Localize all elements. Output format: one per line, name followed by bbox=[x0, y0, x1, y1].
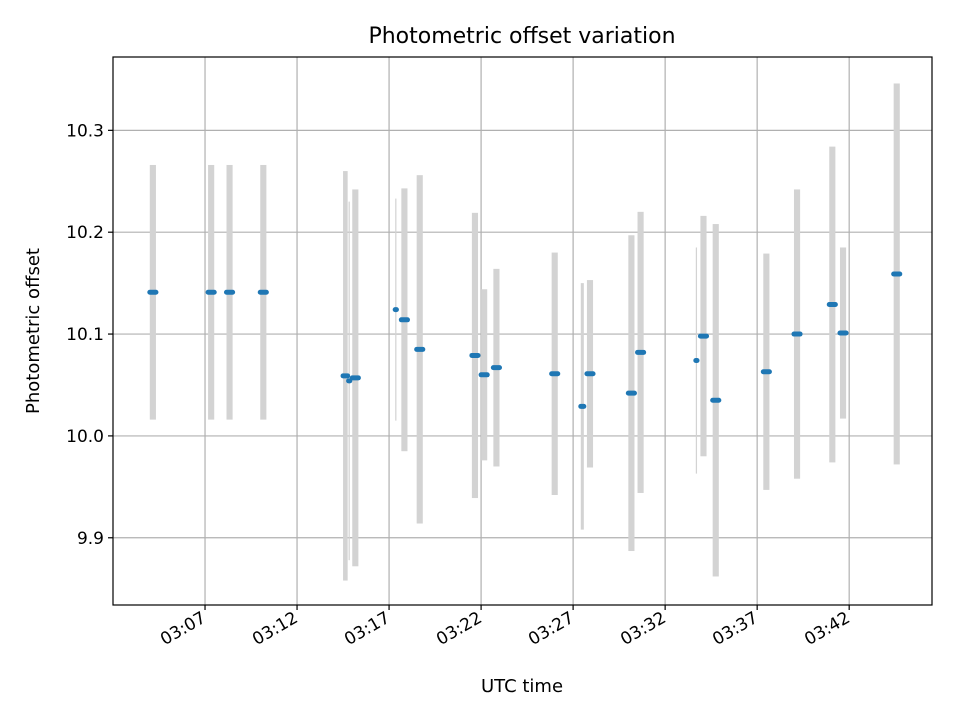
y-tick-label: 9.9 bbox=[77, 529, 104, 549]
y-tick-label: 10.2 bbox=[66, 223, 104, 243]
chart-title: Photometric offset variation bbox=[368, 24, 675, 49]
x-axis-label: UTC time bbox=[481, 676, 563, 697]
y-axis-label: Photometric offset bbox=[23, 248, 44, 414]
y-ticks: 9.9 10.0 10.1 10.2 10.3 bbox=[66, 121, 113, 549]
plot-frame bbox=[112, 56, 933, 606]
data-points bbox=[147, 271, 903, 409]
y-tick-label: 10.1 bbox=[66, 325, 104, 345]
y-tick-label: 10.3 bbox=[66, 121, 104, 141]
y-tick-label: 10.0 bbox=[66, 427, 104, 447]
